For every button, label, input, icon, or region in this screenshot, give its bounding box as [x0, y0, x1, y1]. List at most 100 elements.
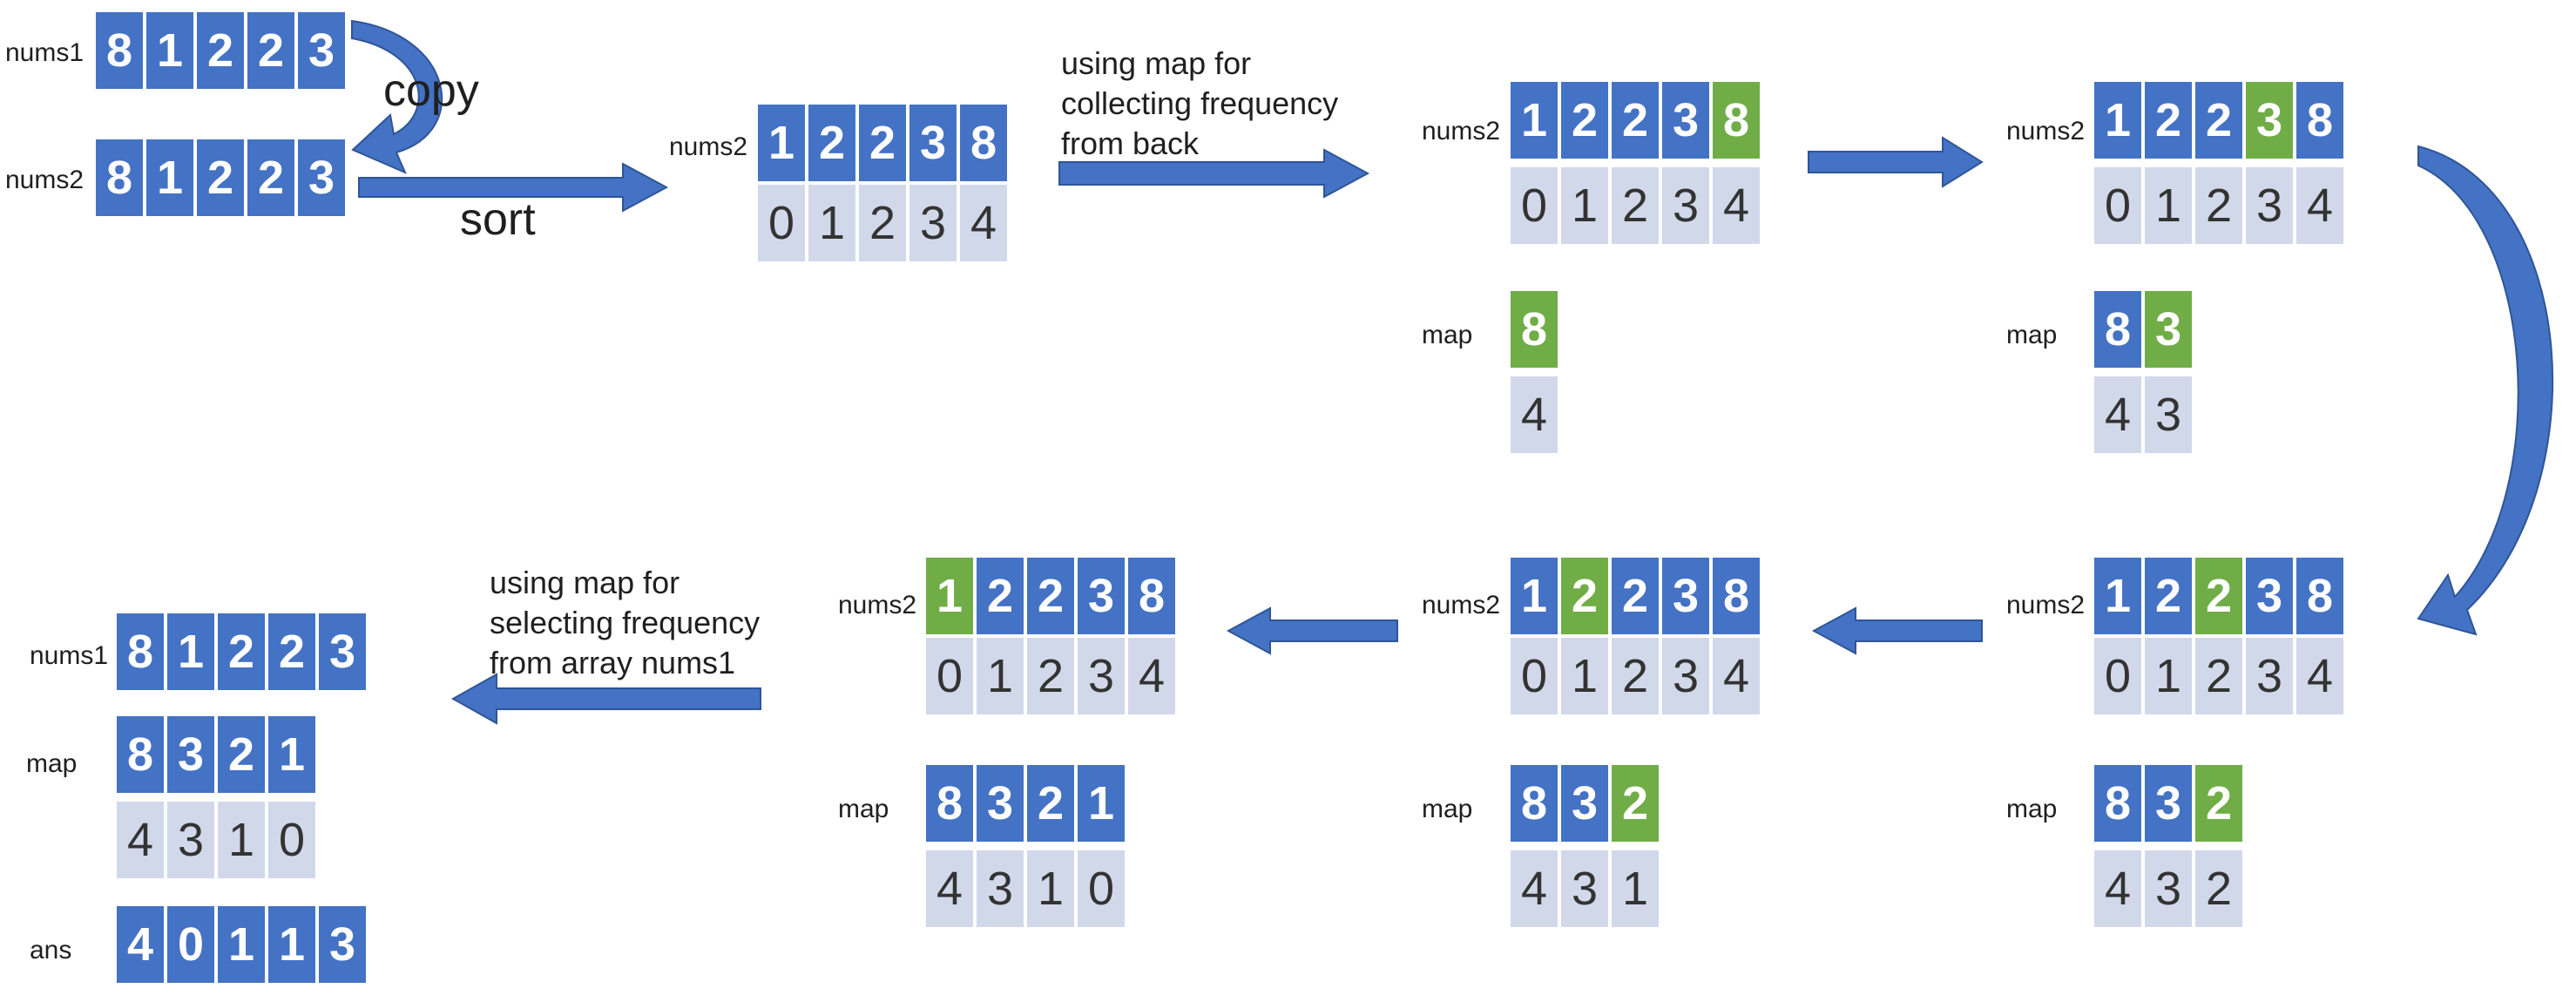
- value-cell: 8: [96, 12, 143, 89]
- value-cell: 8: [96, 139, 143, 216]
- value-cell: 2: [1612, 558, 1659, 634]
- copy-arrow: [351, 19, 443, 174]
- index-cell: 4: [2296, 167, 2343, 244]
- value-cell: 1: [1511, 82, 1558, 159]
- value-cell: 3: [298, 139, 345, 216]
- value-cell: 2: [859, 105, 906, 181]
- value-cell: 2: [218, 716, 265, 793]
- nums2-label: nums2: [5, 166, 85, 194]
- index-cell: 4: [1713, 167, 1760, 244]
- value-cell: 2: [2195, 82, 2242, 159]
- value-cell: 8: [117, 613, 164, 690]
- value-cell: 2: [247, 139, 294, 216]
- index-cell: 1: [1612, 850, 1659, 927]
- map-label: map: [838, 795, 889, 823]
- value-cell: 1: [1078, 765, 1125, 842]
- index-cell: 1: [2145, 167, 2192, 244]
- collect-caption-line1: using map for: [1061, 45, 1252, 81]
- value-cell: 2: [808, 105, 855, 181]
- index-cell: 0: [758, 185, 805, 261]
- index-cell: 0: [1511, 167, 1558, 244]
- index-cell: 4: [1511, 376, 1558, 453]
- select-arrow: [450, 673, 761, 725]
- highlighted-value-cell: 2: [2195, 765, 2242, 842]
- index-cell: 3: [2145, 376, 2192, 453]
- index-cell: 1: [808, 185, 855, 261]
- collect-caption-line3: from back: [1061, 125, 1200, 161]
- index-cell: 2: [2195, 850, 2242, 927]
- index-cell: 3: [1662, 167, 1709, 244]
- nums1-label: nums1: [30, 641, 109, 670]
- value-cell: 8: [1713, 558, 1760, 634]
- nums2-label: nums2: [2006, 117, 2086, 146]
- value-cell: 3: [167, 716, 214, 793]
- value-cell: 2: [2145, 82, 2192, 159]
- value-cell: 2: [268, 613, 315, 690]
- value-cell: 2: [2145, 558, 2192, 634]
- select-caption-line3: from array nums1: [490, 645, 736, 680]
- value-cell: 1: [268, 716, 315, 793]
- value-cell: 3: [2145, 765, 2192, 842]
- value-cell: 2: [1027, 558, 1074, 634]
- index-cell: 2: [859, 185, 906, 261]
- highlighted-value-cell: 2: [2195, 558, 2242, 634]
- value-cell: 0: [167, 906, 214, 983]
- value-cell: 3: [319, 906, 366, 983]
- highlighted-value-cell: 2: [1612, 765, 1659, 842]
- value-cell: 2: [218, 613, 265, 690]
- highlighted-value-cell: 1: [926, 558, 973, 634]
- map-label: map: [2006, 795, 2058, 823]
- value-cell: 8: [2296, 558, 2343, 634]
- index-cell: 3: [167, 802, 214, 878]
- value-cell: 1: [167, 613, 214, 690]
- collect-arrow: [1058, 148, 1370, 199]
- index-cell: 4: [960, 185, 1007, 261]
- nums2-label: nums2: [2006, 591, 2086, 619]
- index-cell: 4: [2094, 376, 2141, 453]
- index-cell: 1: [1561, 167, 1608, 244]
- nums2-label: nums2: [1422, 117, 1501, 146]
- index-cell: 4: [117, 802, 164, 878]
- value-cell: 1: [268, 906, 315, 983]
- highlighted-value-cell: 8: [1713, 82, 1760, 159]
- index-cell: 3: [2246, 167, 2293, 244]
- map-index-row: 4: [1511, 376, 1558, 453]
- index-cell: 3: [977, 850, 1024, 927]
- index-cell: 1: [218, 802, 265, 878]
- index-cell: 3: [1561, 850, 1608, 927]
- down-curve-arrow: [2417, 145, 2554, 636]
- nums1-label: nums1: [5, 38, 85, 67]
- nums2-label: nums2: [1422, 591, 1501, 619]
- value-cell: 2: [197, 139, 244, 216]
- map-label: map: [1422, 795, 1473, 823]
- highlighted-value-cell: 8: [1511, 291, 1558, 368]
- index-cell: 0: [1078, 850, 1125, 927]
- index-cell: 1: [1561, 638, 1608, 714]
- index-cell: 2: [1027, 638, 1074, 714]
- index-cell: 1: [2145, 638, 2192, 714]
- value-cell: 3: [319, 613, 366, 690]
- index-cell: 2: [1612, 167, 1659, 244]
- value-cell: 2: [1027, 765, 1074, 842]
- value-cell: 8: [2094, 291, 2141, 368]
- value-cell: 3: [2246, 558, 2293, 634]
- value-cell: 8: [2094, 765, 2141, 842]
- value-cell: 1: [758, 105, 805, 181]
- index-cell: 0: [2094, 638, 2141, 714]
- map-label: map: [2006, 321, 2058, 349]
- nums2-label: nums2: [838, 591, 917, 619]
- value-cell: 1: [146, 139, 193, 216]
